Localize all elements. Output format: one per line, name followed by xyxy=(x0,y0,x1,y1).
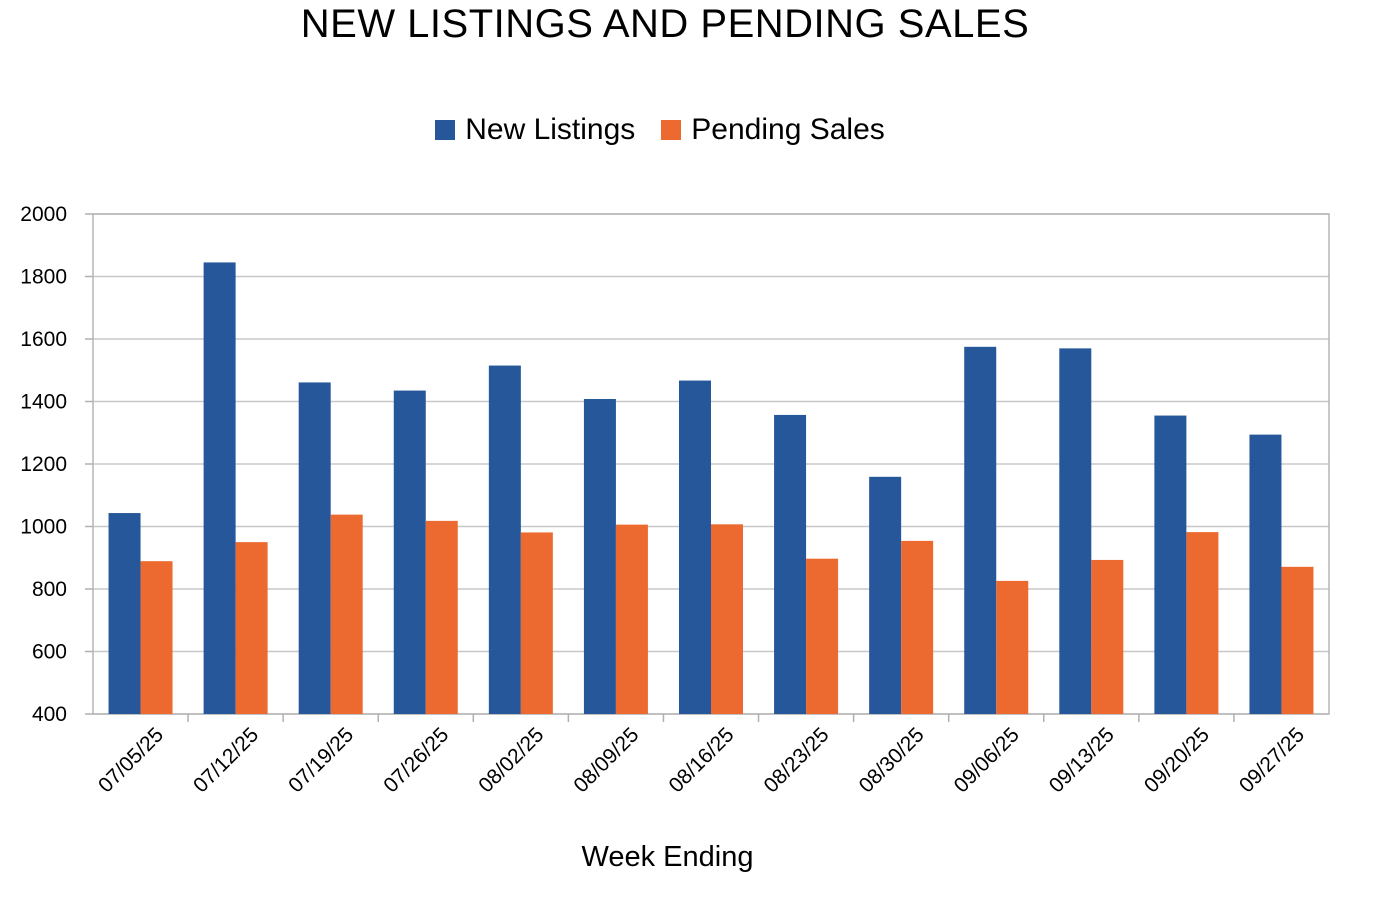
y-tick-label: 800 xyxy=(32,578,67,601)
x-tick-label: 08/30/25 xyxy=(855,723,929,797)
x-tick-label: 07/12/25 xyxy=(189,723,263,797)
x-tick-label: 08/16/25 xyxy=(664,723,738,797)
bar-new-listings xyxy=(1154,415,1187,714)
y-tick-label: 1600 xyxy=(20,328,67,351)
bar-new-listings xyxy=(583,399,616,714)
y-tick-label: 1400 xyxy=(20,391,67,414)
bar-pending-sales xyxy=(806,558,839,714)
y-tick-label: 1800 xyxy=(20,266,67,289)
x-tick-label: 08/09/25 xyxy=(569,723,643,797)
bar-new-listings xyxy=(488,365,521,714)
bar-new-listings xyxy=(964,346,997,714)
legend: New Listings Pending Sales xyxy=(0,110,1320,150)
x-tick-label: 07/26/25 xyxy=(379,723,453,797)
x-tick-label: 08/23/25 xyxy=(760,723,834,797)
y-tick-label: 2000 xyxy=(20,203,67,226)
y-tick-label: 600 xyxy=(32,641,67,664)
bar-pending-sales xyxy=(520,532,553,714)
y-tick-label: 400 xyxy=(32,703,67,726)
bar-new-listings xyxy=(1059,348,1092,714)
legend-swatch-new-listings xyxy=(435,120,456,140)
bar-new-listings xyxy=(203,262,236,714)
y-tick-label: 1200 xyxy=(20,453,67,476)
bar-pending-sales xyxy=(235,542,268,714)
bar-pending-sales xyxy=(1186,532,1219,714)
x-tick-label: 09/20/25 xyxy=(1140,723,1214,797)
bar-new-listings xyxy=(1249,434,1282,714)
bar-new-listings xyxy=(869,476,902,714)
x-tick-label: 09/06/25 xyxy=(950,723,1024,797)
bar-pending-sales xyxy=(901,540,934,714)
legend-swatch-pending-sales xyxy=(661,120,682,140)
x-tick-label: 09/27/25 xyxy=(1235,723,1309,797)
legend-item-pending-sales: Pending Sales xyxy=(661,110,885,150)
x-tick-label: 09/13/25 xyxy=(1045,723,1119,797)
bar-new-listings xyxy=(108,513,141,714)
y-tick-label: 1000 xyxy=(20,516,67,539)
x-tick-label: 07/05/25 xyxy=(94,723,168,797)
bar-pending-sales xyxy=(711,524,743,714)
bar-pending-sales xyxy=(1281,566,1314,714)
bar-pending-sales xyxy=(140,561,173,714)
x-tick-label: 07/19/25 xyxy=(284,723,358,797)
bar-pending-sales xyxy=(996,580,1029,714)
bar-new-listings xyxy=(298,382,331,714)
legend-item-new-listings: New Listings xyxy=(435,110,635,150)
bar-new-listings xyxy=(679,380,711,714)
bar-new-listings xyxy=(774,414,807,714)
bar-pending-sales xyxy=(425,520,458,714)
bar-pending-sales xyxy=(1091,559,1124,714)
x-tick-label: 08/02/25 xyxy=(474,723,548,797)
legend-label-pending-sales: Pending Sales xyxy=(691,113,885,146)
bar-pending-sales xyxy=(615,524,648,714)
bar-new-listings xyxy=(393,390,426,714)
x-axis-label: Week Ending xyxy=(581,841,754,873)
legend-label-new-listings: New Listings xyxy=(465,113,636,146)
chart-title: NEW LISTINGS AND PENDING SALES xyxy=(300,2,1030,46)
bar-pending-sales xyxy=(330,514,363,714)
